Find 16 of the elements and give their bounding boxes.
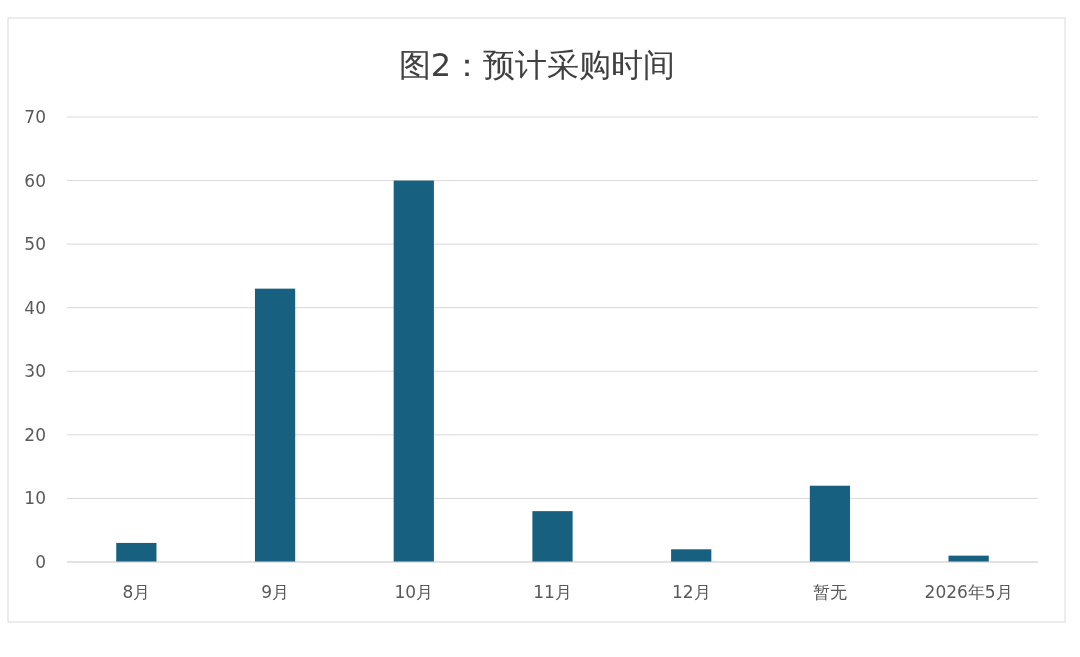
xtick: 9月 bbox=[261, 582, 289, 602]
xtick: 8月 bbox=[122, 582, 151, 602]
xtick: 11月 bbox=[533, 582, 572, 602]
ytick: 20 bbox=[24, 424, 46, 445]
xtick: 12月 bbox=[671, 582, 711, 602]
ytick: 50 bbox=[24, 234, 46, 255]
xtick: 暂无 bbox=[812, 582, 847, 602]
ytick: 60 bbox=[24, 170, 46, 191]
title: 图2：预计采购时间 bbox=[398, 46, 676, 84]
ytick: 10 bbox=[24, 488, 46, 509]
xtick: 10月 bbox=[394, 582, 434, 602]
ytick: 0 bbox=[35, 552, 46, 572]
ytick: 30 bbox=[24, 361, 46, 382]
xtick: 2026年5月 bbox=[924, 582, 1013, 602]
ytick: 40 bbox=[24, 297, 46, 318]
ytick: 70 bbox=[24, 107, 46, 127]
